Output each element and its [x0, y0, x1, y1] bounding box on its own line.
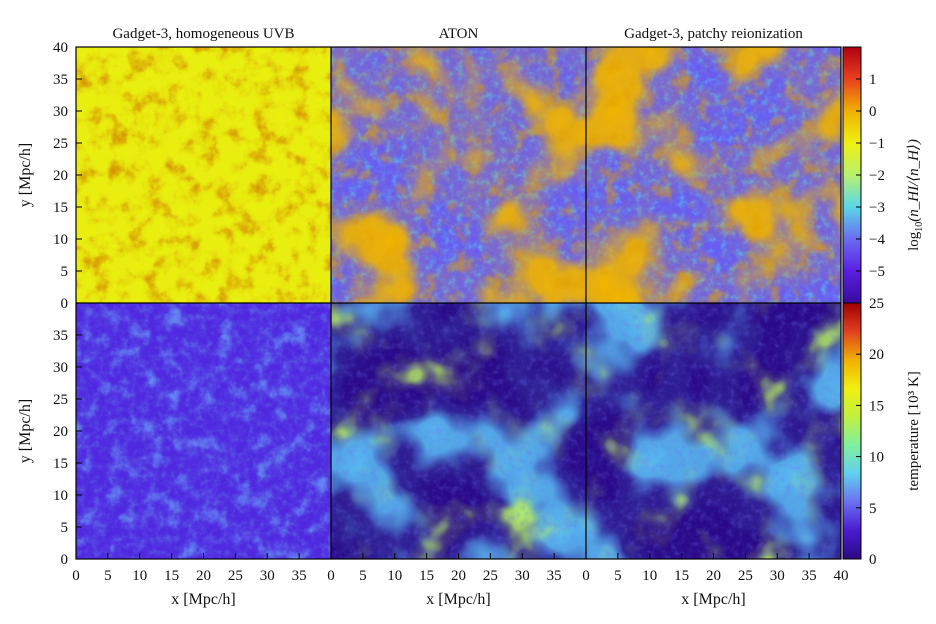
y-tick-label: 25 — [53, 392, 68, 408]
y-tick-label: 15 — [53, 456, 68, 472]
y-tick-label: 10 — [53, 488, 68, 504]
x-tick-label: 35 — [547, 568, 562, 584]
y-tick-label: 35 — [53, 328, 68, 344]
nhi-colorbar-label: log10(n_HI/⟨n_H⟩) — [906, 139, 925, 251]
panel-title: ATON — [439, 26, 479, 42]
x-tick-label: 30 — [260, 568, 275, 584]
x-tick-label: 15 — [419, 568, 434, 584]
y-tick-label: 20 — [53, 424, 68, 440]
x-tick-label: 25 — [738, 568, 753, 584]
x-tick-label: 10 — [132, 568, 147, 584]
x-tick-label: 25 — [228, 568, 243, 584]
y-axis-label: y [Mpc/h] — [17, 399, 34, 463]
panel-texture — [586, 47, 841, 303]
y-tick-label: 10 — [53, 232, 68, 248]
nhi-patchy-map — [586, 47, 841, 303]
y-tick-label: 0 — [61, 296, 69, 312]
x-tick-label: 20 — [196, 568, 211, 584]
x-axis-label: x [Mpc/h] — [681, 591, 745, 608]
y-tick-label: 30 — [53, 104, 68, 120]
x-tick-label: 20 — [706, 568, 721, 584]
x-tick-label: 5 — [614, 568, 622, 584]
panel-texture — [331, 47, 586, 303]
panel-texture — [331, 303, 586, 559]
x-tick-label: 15 — [674, 568, 689, 584]
y-tick-label: 5 — [61, 264, 69, 280]
x-tick-label: 15 — [164, 568, 179, 584]
x-tick-label: 40 — [834, 568, 849, 584]
nhi-aton-map — [331, 47, 586, 303]
x-tick-label: 0 — [582, 568, 590, 584]
colorbar-tick-label: 1 — [869, 72, 877, 88]
x-tick-label: 35 — [802, 568, 817, 584]
x-tick-label: 30 — [770, 568, 785, 584]
temp-patchy-map — [586, 303, 841, 559]
y-tick-label: 5 — [61, 520, 69, 536]
colorbar-tick-label: −4 — [869, 232, 885, 248]
colorbar-tick-label: 10 — [869, 450, 884, 466]
x-axis-label: x [Mpc/h] — [171, 591, 235, 608]
panel-title: Gadget-3, homogeneous UVB — [112, 26, 294, 42]
y-tick-label: 25 — [53, 136, 68, 152]
colorbar-tick-label: 0 — [869, 552, 877, 568]
panel-title: Gadget-3, patchy reionization — [624, 26, 803, 42]
colorbar-tick-label: 0 — [869, 104, 877, 120]
temperature-colorbar-label: temperature [10³ K] — [906, 371, 922, 490]
x-tick-label: 10 — [642, 568, 657, 584]
x-axis-label: x [Mpc/h] — [426, 591, 490, 608]
panel-texture — [76, 47, 331, 303]
colorbar-tick-label: 25 — [869, 296, 884, 312]
y-tick-label: 15 — [53, 200, 68, 216]
colorbar-tick-label: −2 — [869, 168, 885, 184]
colorbar-tick-label: −5 — [869, 264, 885, 280]
temp-aton-map — [331, 303, 586, 559]
y-tick-label: 0 — [61, 552, 69, 568]
nhi-homogeneous-map — [76, 47, 331, 303]
x-tick-label: 0 — [327, 568, 335, 584]
y-tick-label: 30 — [53, 360, 68, 376]
x-tick-label: 30 — [515, 568, 530, 584]
x-tick-label: 25 — [483, 568, 498, 584]
y-tick-label: 40 — [53, 40, 68, 56]
panel-texture — [76, 303, 331, 559]
x-tick-label: 5 — [104, 568, 112, 584]
y-tick-label: 35 — [53, 72, 68, 88]
x-tick-label: 35 — [292, 568, 307, 584]
x-tick-label: 0 — [72, 568, 80, 584]
colorbar-tick-label: −1 — [869, 136, 885, 152]
y-tick-label: 20 — [53, 168, 68, 184]
colorbar-tick-label: −3 — [869, 200, 885, 216]
temp-homogeneous-map — [76, 303, 331, 559]
x-tick-label: 5 — [359, 568, 367, 584]
colorbar-tick-label: 20 — [869, 347, 884, 363]
y-axis-label: y [Mpc/h] — [17, 143, 34, 207]
x-tick-label: 10 — [387, 568, 402, 584]
colorbar-tick-label: 15 — [869, 398, 884, 414]
colorbar-tick-label: 5 — [869, 501, 877, 517]
x-tick-label: 20 — [451, 568, 466, 584]
temperature-colorbar — [842, 302, 862, 560]
panel-texture — [586, 303, 841, 559]
